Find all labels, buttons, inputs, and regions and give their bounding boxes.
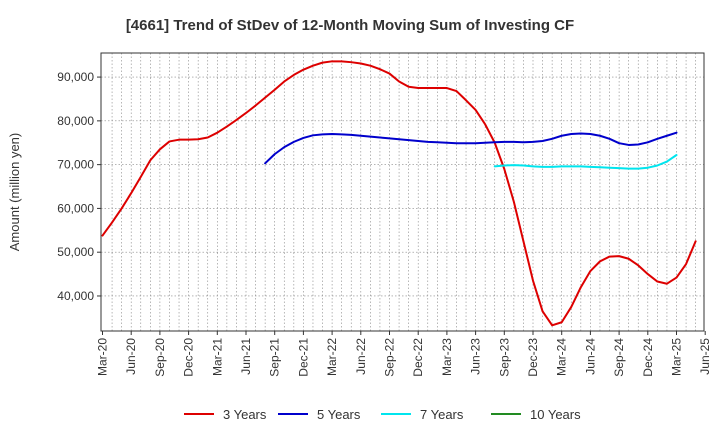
series-line-3-years: [101, 60, 697, 327]
x-tick-label: Sep-20: [153, 338, 167, 377]
legend-label: 3 Years: [223, 407, 267, 422]
x-tick-label: Dec-24: [641, 338, 655, 377]
y-tick-label: 70,000: [57, 158, 94, 172]
x-tick-label: Mar-23: [440, 338, 454, 376]
plot-frame: [100, 52, 705, 332]
x-tick-label: Dec-22: [411, 338, 425, 377]
y-tick-label: 90,000: [57, 70, 94, 84]
x-tick-label: Sep-24: [612, 338, 626, 377]
x-tick-label: Jun-20: [124, 338, 138, 375]
x-tick-label: Mar-24: [555, 338, 569, 376]
x-tick-label: Sep-22: [383, 338, 397, 377]
x-tick-label: Sep-23: [497, 338, 511, 377]
x-tick-label: Mar-25: [670, 338, 684, 376]
y-tick-label: 50,000: [57, 245, 94, 259]
x-tick-label: Jun-25: [698, 338, 712, 375]
x-tick-label: Mar-20: [96, 338, 110, 376]
y-tick-label: 40,000: [57, 289, 94, 303]
y-tick-label: 80,000: [57, 114, 94, 128]
y-tick-label: 60,000: [57, 201, 94, 215]
legend-label: 5 Years: [317, 407, 361, 422]
legend: 3 Years 5 Years 7 Years 10 Years: [184, 407, 581, 422]
x-tick-label: Jun-23: [469, 338, 483, 375]
x-tick-label: Dec-20: [182, 338, 196, 377]
grid: [101, 53, 704, 331]
x-tick-label: Sep-21: [268, 338, 282, 377]
x-tick-label: Jun-21: [239, 338, 253, 375]
y-axis-ticks: 40,000 50,000 60,000 70,000 80,000 90,000: [57, 70, 101, 303]
x-tick-label: Mar-21: [210, 338, 224, 376]
x-tick-label: Jun-22: [354, 338, 368, 375]
y-axis-label: Amount (million yen): [7, 133, 22, 252]
x-tick-label: Dec-21: [296, 338, 310, 377]
series-lines: [101, 60, 697, 327]
series-line-7-years: [493, 154, 678, 170]
legend-label: 7 Years: [420, 407, 464, 422]
chart-title: [4661] Trend of StDev of 12-Month Moving…: [126, 17, 574, 34]
x-axis-ticks: Mar-20 Jun-20 Sep-20 Dec-20 Mar-21 Jun-21 Sep-…: [96, 331, 712, 377]
x-tick-label: Jun-24: [583, 338, 597, 375]
x-tick-label: Mar-22: [325, 338, 339, 376]
x-tick-label: Dec-23: [526, 338, 540, 377]
legend-label: 10 Years: [530, 407, 581, 422]
series-line-5-years: [264, 131, 678, 165]
